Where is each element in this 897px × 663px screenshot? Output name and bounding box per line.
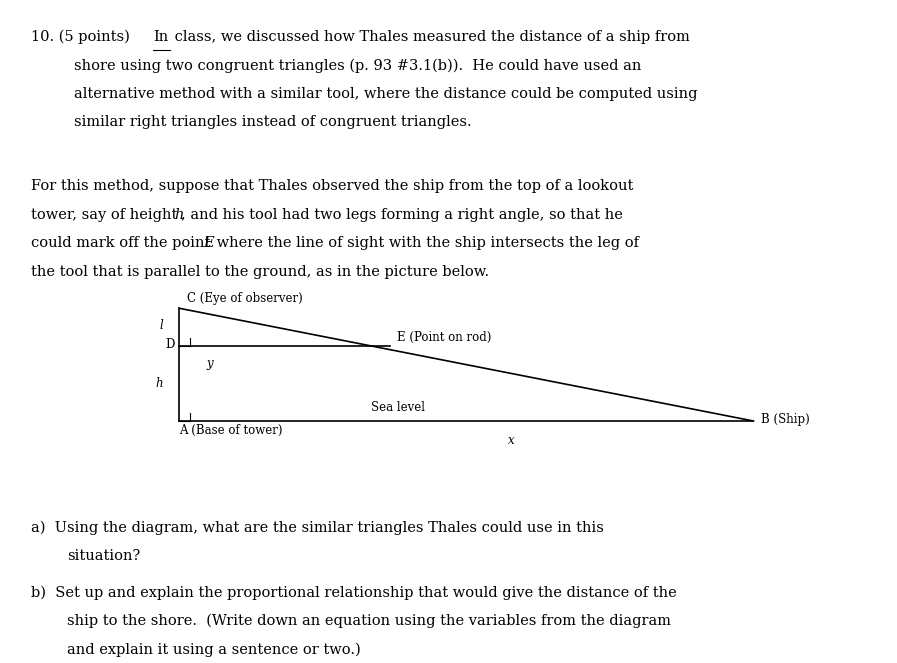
Text: E: E bbox=[204, 236, 214, 250]
Text: D: D bbox=[166, 338, 175, 351]
Text: alternative method with a similar tool, where the distance could be computed usi: alternative method with a similar tool, … bbox=[74, 87, 698, 101]
Text: C (Eye of observer): C (Eye of observer) bbox=[187, 292, 302, 305]
Text: similar right triangles instead of congruent triangles.: similar right triangles instead of congr… bbox=[74, 115, 472, 129]
Text: tower, say of height: tower, say of height bbox=[31, 208, 182, 221]
Text: where the line of sight with the ship intersects the leg of: where the line of sight with the ship in… bbox=[212, 236, 639, 250]
Text: In: In bbox=[153, 30, 169, 44]
Text: b)  Set up and explain the proportional relationship that would give the distanc: b) Set up and explain the proportional r… bbox=[31, 585, 677, 600]
Text: a)  Using the diagram, what are the similar triangles Thales could use in this: a) Using the diagram, what are the simil… bbox=[31, 520, 605, 535]
Text: B (Ship): B (Ship) bbox=[761, 412, 809, 426]
Text: h: h bbox=[174, 208, 183, 221]
Text: x: x bbox=[508, 434, 515, 448]
Text: shore using two congruent triangles (p. 93 #3.1(b)).  He could have used an: shore using two congruent triangles (p. … bbox=[74, 58, 642, 73]
Text: E (Point on rod): E (Point on rod) bbox=[397, 331, 492, 344]
Text: l: l bbox=[160, 320, 163, 332]
Text: y: y bbox=[206, 357, 213, 370]
Text: , and his tool had two legs forming a right angle, so that he: , and his tool had two legs forming a ri… bbox=[181, 208, 623, 221]
Text: class, we discussed how Thales measured the distance of a ship from: class, we discussed how Thales measured … bbox=[170, 30, 690, 44]
Text: 10. (5 points): 10. (5 points) bbox=[31, 30, 140, 44]
Text: and explain it using a sentence or two.): and explain it using a sentence or two.) bbox=[67, 642, 361, 657]
Text: h: h bbox=[155, 377, 163, 390]
Text: ship to the shore.  (Write down an equation using the variables from the diagram: ship to the shore. (Write down an equati… bbox=[67, 614, 671, 629]
Text: the tool that is parallel to the ground, as in the picture below.: the tool that is parallel to the ground,… bbox=[31, 265, 490, 278]
Text: Sea level: Sea level bbox=[370, 401, 424, 414]
Text: could mark off the point: could mark off the point bbox=[31, 236, 215, 250]
Text: situation?: situation? bbox=[67, 549, 141, 563]
Text: For this method, suppose that Thales observed the ship from the top of a lookout: For this method, suppose that Thales obs… bbox=[31, 179, 634, 193]
Text: A (Base of tower): A (Base of tower) bbox=[179, 424, 283, 438]
